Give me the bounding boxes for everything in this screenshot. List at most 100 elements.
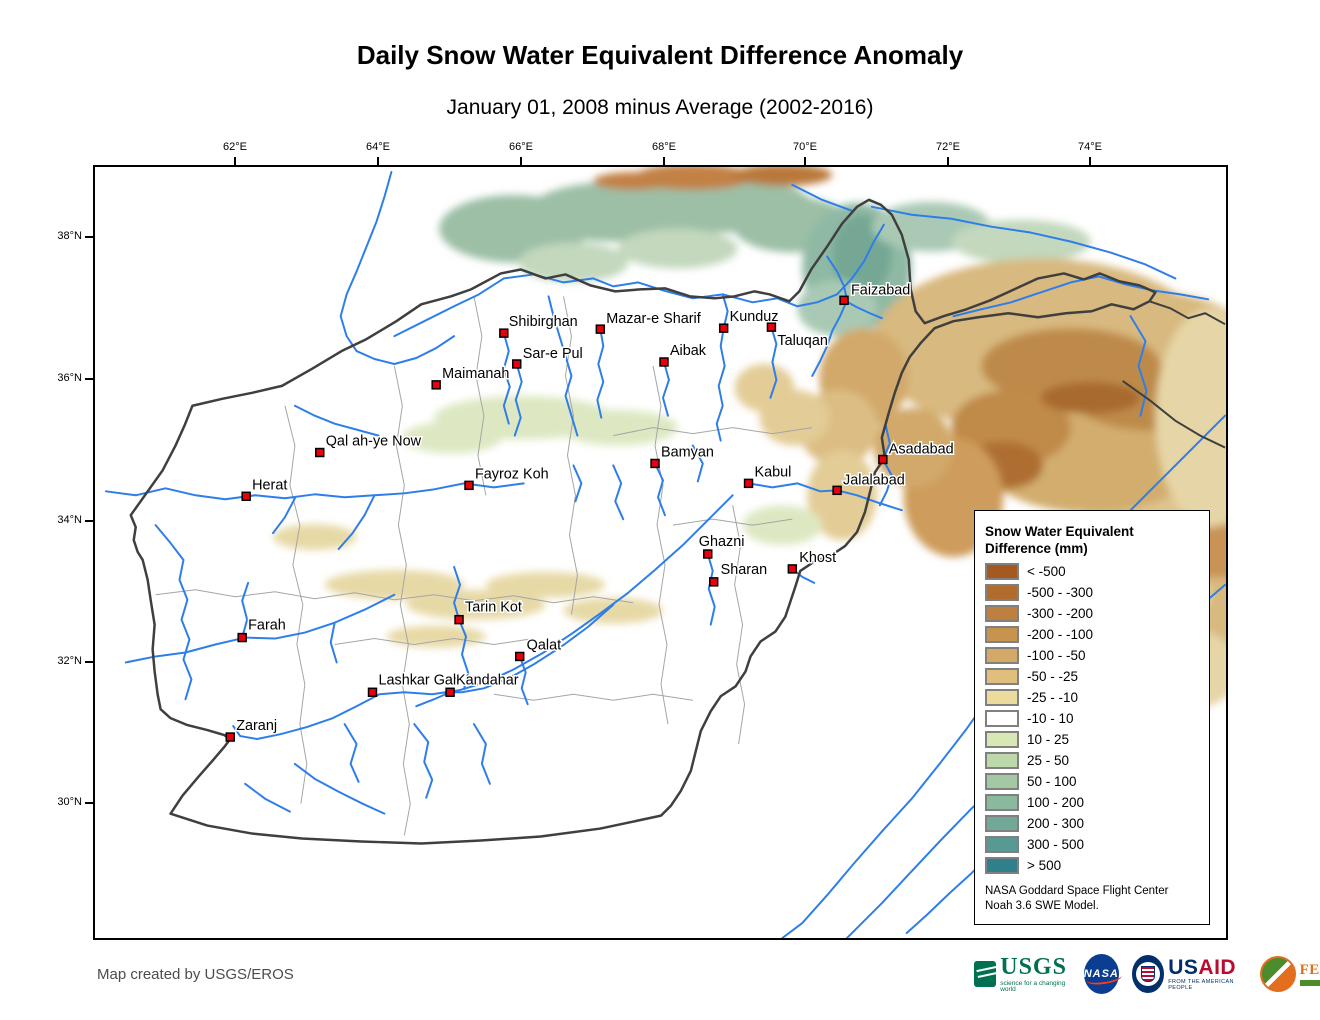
legend-row: 300 - 500 xyxy=(985,834,1209,855)
legend-swatch xyxy=(985,731,1019,748)
city-marker xyxy=(454,614,464,625)
top-tick xyxy=(947,157,949,165)
nasa-logo: NASA xyxy=(1083,954,1123,994)
top-tick-label: 72°E xyxy=(936,141,960,153)
city: Fayroz Koh xyxy=(464,465,550,491)
usgs-wordmark: USGS xyxy=(1000,953,1067,980)
city: Taluqan xyxy=(766,322,829,351)
top-tick xyxy=(520,157,522,165)
city-label: Jalalabad xyxy=(843,472,905,488)
left-tick-label: 30°N xyxy=(57,796,82,808)
city: Asadabad xyxy=(878,440,955,465)
cities-layer: Shibirghan Mazar-e Sharif Kunduz Taluqan Fai… xyxy=(225,281,955,742)
legend-swatch xyxy=(985,668,1019,685)
foreign-border xyxy=(1122,380,1226,449)
legend-label: -500 - -300 xyxy=(1027,585,1094,600)
legend-label: > 500 xyxy=(1027,858,1062,873)
page-title: Daily Snow Water Equivalent Difference A… xyxy=(356,40,964,70)
city-marker xyxy=(787,564,798,574)
city: Shibirghan xyxy=(499,313,579,338)
legend-label: < -500 xyxy=(1027,564,1066,579)
left-tick xyxy=(85,661,93,663)
city: Herat xyxy=(241,476,289,502)
city: Maimanah xyxy=(431,364,511,390)
usgs-tagline: science for a changing world xyxy=(1000,979,1066,993)
fewsnet-globe-icon xyxy=(1259,956,1296,992)
city-label: Kabul xyxy=(755,464,792,480)
legend-label: -200 - -100 xyxy=(1027,627,1094,642)
page-subtitle: January 01, 2008 minus Average (2002-201… xyxy=(446,96,874,119)
logo-strip: USGS science for a changing world NASA U… xyxy=(974,951,1320,997)
city: Tarin Kot xyxy=(454,598,523,625)
legend-row: -50 - -25 xyxy=(985,666,1209,687)
city-label: Taluqan xyxy=(777,333,827,349)
legend-swatch xyxy=(985,857,1019,874)
top-tick xyxy=(234,157,236,165)
left-tick-label: 34°N xyxy=(57,514,82,526)
top-tick-label: 64°E xyxy=(366,141,390,153)
city-marker xyxy=(512,359,522,369)
legend-row: -100 - -50 xyxy=(985,645,1209,666)
legend: Snow Water Equivalent Difference (mm) < … xyxy=(974,510,1210,925)
city-marker xyxy=(499,328,509,338)
top-tick-label: 74°E xyxy=(1078,141,1102,153)
country-border xyxy=(129,198,1226,845)
city-marker xyxy=(225,732,235,742)
city: Bamyan xyxy=(650,443,715,469)
legend-swatch xyxy=(985,773,1019,790)
city: Farah xyxy=(237,616,287,643)
city-marker xyxy=(315,447,325,458)
city-label: Kunduz xyxy=(730,309,779,325)
legend-row: 100 - 200 xyxy=(985,792,1209,813)
legend-swatch xyxy=(985,647,1019,664)
city: Sar-e Pul xyxy=(512,345,584,369)
usgs-logo: USGS science for a changing world xyxy=(974,955,1071,994)
left-tick xyxy=(85,236,93,238)
legend-label: 200 - 300 xyxy=(1027,816,1085,831)
legend-swatch xyxy=(985,626,1019,643)
usaid-wordmark: USAID xyxy=(1168,956,1237,979)
legend-label: 300 - 500 xyxy=(1027,837,1085,852)
legend-swatch xyxy=(985,563,1019,580)
city-marker xyxy=(743,478,754,489)
legend-label: -50 - -25 xyxy=(1027,669,1079,684)
city-marker xyxy=(431,380,441,390)
city-label: Lashkar Gah xyxy=(378,672,460,688)
city-label: Qalat xyxy=(527,637,561,653)
city: Kunduz xyxy=(718,308,780,333)
city-marker xyxy=(515,651,525,662)
legend-row: -500 - -300 xyxy=(985,582,1209,603)
city-label: Qal ah-ye Now xyxy=(326,434,422,450)
city-marker xyxy=(445,687,455,698)
legend-rows: < -500 -500 - -300 -300 - -200 -200 - -100 -… xyxy=(985,561,1209,876)
usaid-logo: USAID FROM THE AMERICAN PEOPLE xyxy=(1131,955,1247,993)
foreign-border-2 xyxy=(1149,300,1226,326)
city-marker xyxy=(650,458,660,469)
city-label: Farah xyxy=(248,618,286,634)
legend-swatch xyxy=(985,752,1019,769)
fewsnet-logo: FEWS NET xyxy=(1259,956,1320,992)
legend-label: -100 - -50 xyxy=(1027,648,1086,663)
top-tick-label: 70°E xyxy=(793,141,817,153)
nasa-wordmark: NASA xyxy=(1083,968,1119,980)
map-credit: Map created by USGS/EROS xyxy=(97,966,294,983)
city-marker xyxy=(718,323,729,333)
city-label: Herat xyxy=(252,477,287,493)
legend-row: 10 - 25 xyxy=(985,729,1209,750)
legend-swatch xyxy=(985,689,1019,706)
city: Faizabad xyxy=(839,281,912,306)
legend-label: 10 - 25 xyxy=(1027,732,1070,747)
city: Qal ah-ye Now xyxy=(315,432,423,458)
city-marker xyxy=(832,485,842,496)
city-label: Sar-e Pul xyxy=(523,346,583,362)
legend-swatch xyxy=(985,605,1019,622)
city-marker xyxy=(703,549,713,559)
legend-row: 25 - 50 xyxy=(985,750,1209,771)
city-marker xyxy=(839,295,849,306)
city-label: Sharan xyxy=(721,562,767,578)
legend-swatch xyxy=(985,584,1019,601)
legend-row: < -500 xyxy=(985,561,1209,582)
city: Qalat xyxy=(515,636,563,662)
usgs-wave-icon xyxy=(974,961,997,987)
top-tick xyxy=(663,157,665,165)
